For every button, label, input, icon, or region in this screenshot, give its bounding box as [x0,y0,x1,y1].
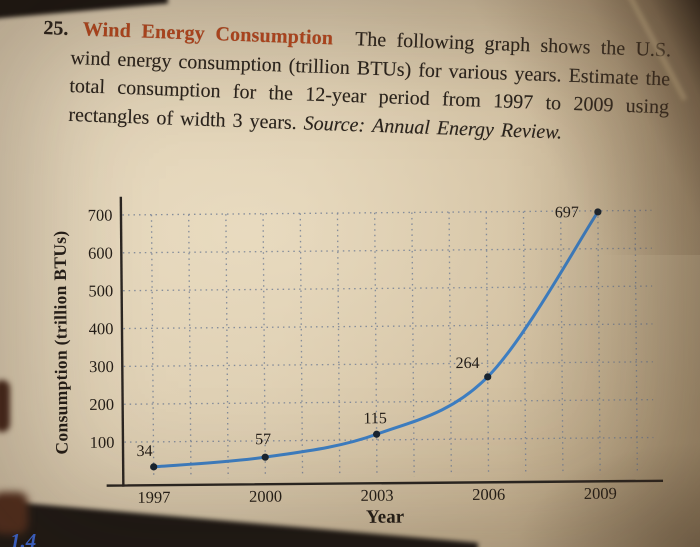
data-point [594,208,602,216]
page-footer-fragment: 1.4 [10,529,37,547]
data-point [484,373,492,381]
x-tick-label: 2000 [249,487,282,506]
data-point [373,430,381,438]
y-tick-label: 600 [88,243,113,262]
data-point [150,463,158,471]
y-tick-label: 500 [88,281,113,300]
axes [106,196,664,487]
x-tick-label: 2006 [472,485,505,504]
consumption-curve [153,211,600,469]
point-label: 697 [555,204,579,221]
y-tick-label: 100 [90,433,115,452]
photo-edge-shadow-left [0,380,10,432]
photo-edge-shadow-bottom-left [0,492,28,534]
point-label: 264 [456,355,480,372]
point-label: 115 [363,410,387,427]
point-label: 57 [255,431,271,448]
y-tick-label: 400 [89,319,114,338]
x-tick-label: 2009 [584,484,617,503]
x-tick-label: 2003 [361,486,394,505]
y-axis-title: Consumption (trillion BTUs) [50,230,72,454]
x-axis-title: Year [366,507,405,528]
data-point [261,453,269,461]
grid [122,209,654,479]
point-label: 34 [136,443,152,460]
y-tick-label: 300 [89,357,114,376]
y-tick-label: 700 [88,206,113,225]
y-tick-label: 200 [89,395,114,414]
x-tick-label: 1997 [137,488,170,507]
